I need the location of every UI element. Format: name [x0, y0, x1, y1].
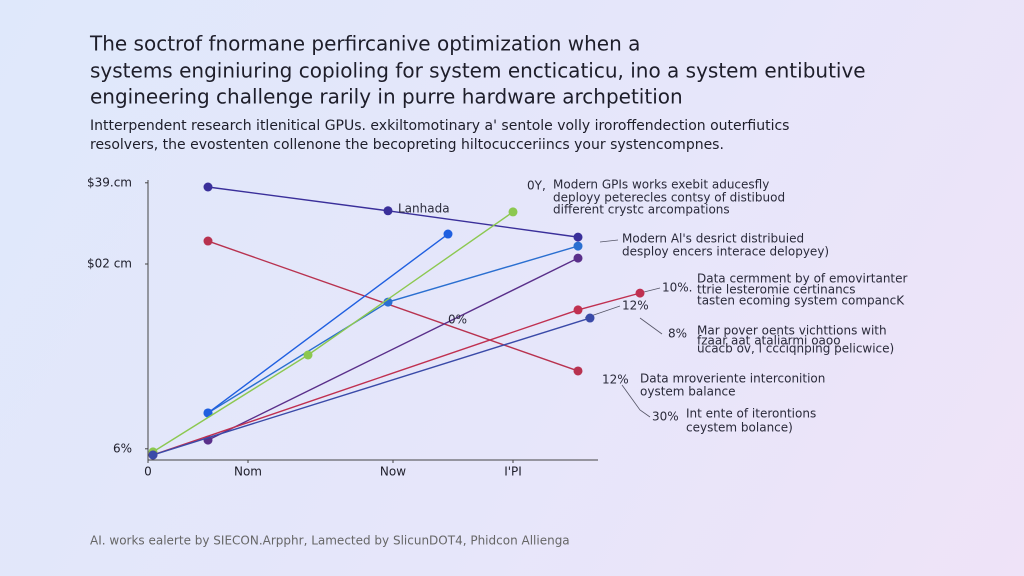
- annotation: ucacb ov, l ccciqnping pelicwice): [697, 342, 894, 356]
- subtitle: Intterpendent research itlenitical GPUs.…: [90, 118, 789, 134]
- annotation: Modern Al's desrict distribuied: [622, 232, 804, 246]
- annotation: oystem balance: [640, 385, 736, 399]
- point: [383, 297, 393, 307]
- annotation: 12%: [602, 373, 629, 387]
- annotation: tasten ecoming system compancK: [697, 294, 905, 308]
- subtitle: resolvers, the evostenten collenone the …: [90, 137, 724, 153]
- point: [585, 313, 595, 323]
- annotation: different crystc arcompations: [553, 203, 730, 217]
- chart-title: engineering challenge rarily in purre ha…: [90, 85, 683, 109]
- series-line: [207, 240, 579, 372]
- chart-title: The soctrof fnormane perfircanive optimi…: [89, 32, 640, 56]
- series-line: [207, 257, 579, 441]
- series-line: [207, 233, 449, 414]
- connector: [599, 239, 619, 243]
- point: [383, 206, 393, 216]
- point: [573, 241, 583, 251]
- point: [203, 182, 213, 192]
- annotation: 30%: [652, 410, 679, 424]
- annotation: desploy encers interace delopyey): [622, 245, 829, 259]
- point: [303, 350, 313, 360]
- y-tick-label: $39.cm: [87, 175, 132, 189]
- series-line: [207, 186, 579, 238]
- point: [148, 450, 158, 460]
- annotation: 0%: [448, 313, 467, 327]
- annotation: Data cermment by of emovirtanter: [697, 272, 908, 286]
- annotation: fzaar aat ataliarmi oaoo: [697, 334, 841, 348]
- annotation: ceystem bolance): [686, 421, 793, 435]
- y-tick-label: 6%: [113, 441, 132, 455]
- point: [573, 232, 583, 242]
- point: [508, 207, 518, 217]
- point: [573, 253, 583, 263]
- x-tick-label: Nom: [234, 465, 262, 479]
- annotation: Int ente of iterontions: [686, 407, 816, 421]
- annotation: 12%: [622, 299, 649, 313]
- annotation: Data mroveriente interconition: [640, 372, 825, 386]
- annotation: 8%: [668, 327, 687, 341]
- connector: [621, 384, 651, 418]
- annotation: deployy peterecles contsy of distibuod: [553, 191, 785, 205]
- x-tick-label: Now: [380, 465, 406, 479]
- annotation: Mar pover oents vichttions with: [697, 324, 887, 338]
- annotation: ttrie lesteromie certinancs: [697, 283, 856, 297]
- y-tick-label: $02 cm: [87, 257, 132, 271]
- point: [443, 229, 453, 239]
- connector: [639, 317, 663, 335]
- footer: AI. works ealerte by SIECON.Arpphr, Lame…: [90, 534, 570, 548]
- annotation: 10%.: [662, 281, 693, 295]
- point: [203, 236, 213, 246]
- annotation: 0Y,: [527, 179, 546, 193]
- series-line: [152, 292, 641, 456]
- point: [635, 288, 645, 298]
- point: [203, 408, 213, 418]
- annotation: Lanhada: [398, 202, 450, 216]
- point: [573, 305, 583, 315]
- annotation: Modern GPIs works exebit aducesfly: [553, 178, 769, 192]
- x-tick-label: 0: [144, 465, 152, 479]
- chart-title: systems enginiuring copioling for system…: [90, 59, 866, 83]
- x-tick-label: I'PI: [504, 465, 522, 479]
- point: [573, 366, 583, 376]
- series-line: [152, 317, 591, 456]
